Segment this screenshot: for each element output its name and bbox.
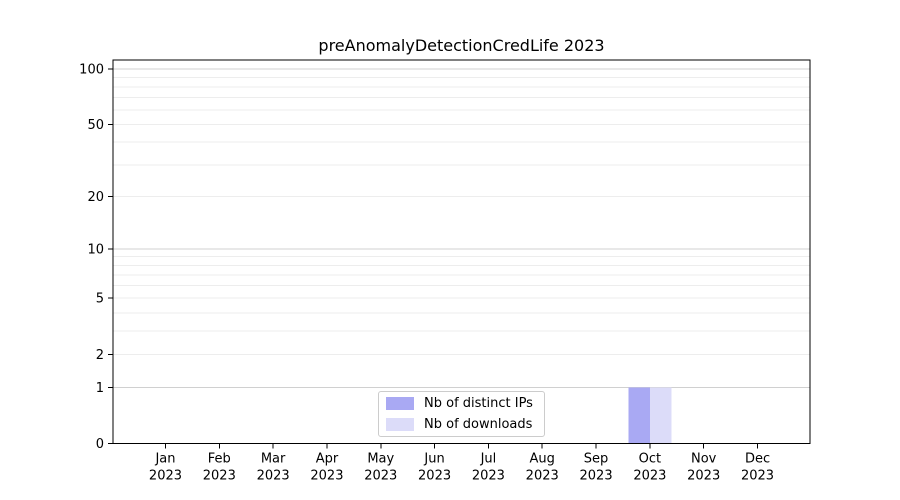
x-tick-label-year: 2023 [580, 469, 613, 484]
x-axis-ticks: Jan 2023 Feb 2023 Mar 2023 Apr 2023 May 2023 Jun 20… [149, 443, 774, 484]
y-tick-label: 10 [87, 242, 104, 257]
legend-swatch-downloads [386, 418, 414, 431]
x-tick-label-year: 2023 [687, 469, 720, 484]
x-tick-label-month: Oct [639, 452, 661, 467]
y-tick-label: 5 [96, 292, 104, 307]
bar-nb-of-distinct-ips-oct-2023 [628, 387, 650, 444]
x-tick-label-month: Jul [480, 452, 497, 467]
legend-label-distinct-ips: Nb of distinct IPs [424, 396, 533, 411]
x-tick-label-month: Feb [208, 452, 231, 467]
x-tick-label-year: 2023 [526, 469, 559, 484]
legend-entry-downloads: Nb of downloads [379, 417, 544, 432]
gridlines-major [113, 68, 810, 388]
x-tick-label-year: 2023 [633, 469, 666, 484]
y-tick-label: 20 [87, 190, 104, 205]
x-tick-label-month: Sep [584, 452, 609, 467]
x-tick-label-month: May [367, 452, 394, 467]
chart-title: preAnomalyDetectionCredLife 2023 [318, 36, 605, 55]
x-tick-label-month: Jan [154, 452, 175, 467]
x-tick-label-month: Apr [316, 452, 339, 467]
x-tick-label-year: 2023 [203, 469, 236, 484]
gridlines-minor [113, 77, 810, 355]
bars [628, 387, 672, 444]
x-tick-label-month: Jun [423, 452, 444, 467]
y-tick-label: 2 [96, 348, 104, 363]
y-axis-ticks: 0 1 2 5 10 20 50 100 [79, 63, 113, 452]
x-tick-label-year: 2023 [418, 469, 451, 484]
bar-nb-of-downloads-oct-2023 [649, 387, 672, 444]
legend-swatch-distinct-ips [386, 397, 414, 410]
plot-spines [112, 59, 811, 444]
y-tick-label: 50 [87, 118, 104, 133]
legend-label-downloads: Nb of downloads [424, 417, 533, 432]
x-tick-label-year: 2023 [257, 469, 290, 484]
x-tick-label-month: Aug [530, 452, 555, 467]
y-tick-label: 1 [96, 381, 104, 396]
x-tick-label-year: 2023 [472, 469, 505, 484]
x-tick-label-month: Mar [261, 452, 286, 467]
legend: Nb of distinct IPs Nb of downloads [378, 391, 545, 437]
x-tick-label-month: Nov [691, 452, 717, 467]
y-tick-label: 0 [96, 437, 104, 452]
x-tick-label-month: Dec [745, 452, 770, 467]
x-tick-label-year: 2023 [741, 469, 774, 484]
x-tick-label-year: 2023 [310, 469, 343, 484]
legend-entry-distinct-ips: Nb of distinct IPs [379, 396, 544, 411]
x-tick-label-year: 2023 [364, 469, 397, 484]
y-tick-label: 100 [79, 63, 104, 78]
axes [112, 59, 811, 444]
x-tick-label-year: 2023 [149, 469, 182, 484]
